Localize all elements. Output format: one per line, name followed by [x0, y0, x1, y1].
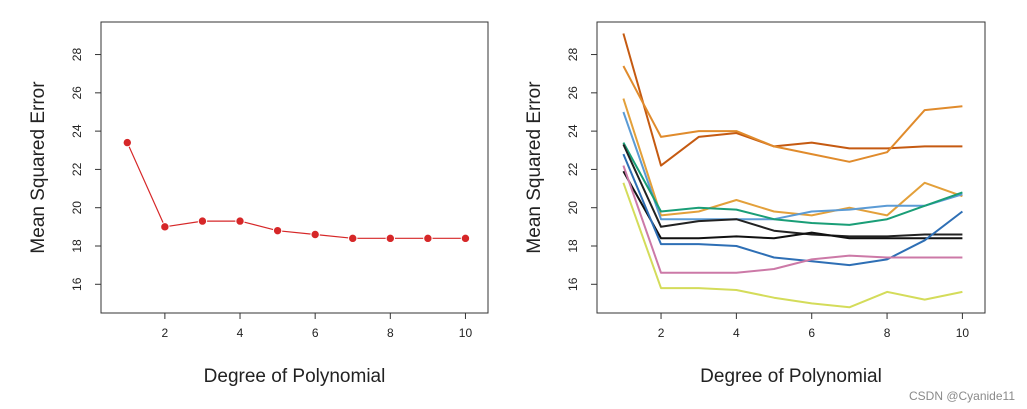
data-point: [385, 233, 396, 244]
data-point: [423, 233, 433, 244]
x-tick-label: 10: [956, 326, 970, 340]
series-line-split-4: [622, 111, 963, 221]
y-tick-label: 28: [70, 48, 84, 62]
y-tick-label: 16: [566, 277, 580, 291]
y-tick-label: 22: [70, 162, 84, 176]
series-line-split-9: [622, 165, 963, 274]
y-tick-label: 18: [566, 239, 580, 253]
x-axis-title: Degree of Polynomial: [204, 366, 386, 387]
plot-frame: [596, 21, 986, 314]
x-tick-label: 4: [237, 326, 244, 340]
y-tick-label: 26: [566, 86, 580, 100]
y-tick-label: 20: [566, 201, 580, 215]
x-tick-label: 8: [884, 326, 891, 340]
data-point: [348, 233, 358, 244]
series-line-split-10: [622, 182, 963, 309]
x-tick-label: 6: [312, 326, 319, 340]
series-line-split-3: [622, 98, 963, 217]
x-tick-label: 8: [387, 326, 394, 340]
series-line-split-5: [622, 142, 963, 226]
y-tick-label: 18: [70, 239, 84, 253]
y-tick-label: 26: [70, 86, 84, 100]
x-tick-label: 10: [459, 326, 473, 340]
series-line-LOOCV: [126, 142, 466, 239]
series-line-split-8: [622, 153, 964, 267]
data-point: [197, 216, 208, 226]
data-point: [122, 137, 133, 148]
x-tick-label: 4: [733, 326, 740, 340]
x-tick-label: 2: [162, 326, 169, 340]
data-point: [235, 216, 245, 226]
y-tick-label: 28: [566, 48, 580, 62]
data-point: [160, 222, 170, 232]
series-line-split-7: [622, 170, 963, 240]
data-point: [460, 233, 471, 244]
y-tick-label: 24: [566, 124, 580, 138]
y-tick-label: 24: [70, 124, 84, 138]
x-tick-label: 6: [808, 326, 815, 340]
y-tick-label: 20: [70, 201, 84, 215]
y-axis-title: Mean Squared Error: [524, 81, 545, 254]
y-tick-label: 16: [70, 277, 84, 291]
y-tick-label: 22: [566, 162, 580, 176]
x-tick-label: 2: [658, 326, 665, 340]
data-point: [272, 225, 283, 236]
series-line-split-1: [622, 33, 963, 167]
y-axis-title: Mean Squared Error: [28, 81, 49, 254]
x-axis-title: Degree of Polynomial: [700, 366, 882, 387]
plot-frame: [100, 21, 489, 314]
data-point: [310, 229, 320, 240]
watermark: CSDN @Cyanide11: [908, 389, 1015, 403]
series-line-split-6: [622, 144, 963, 238]
series-line-split-2: [622, 65, 963, 163]
